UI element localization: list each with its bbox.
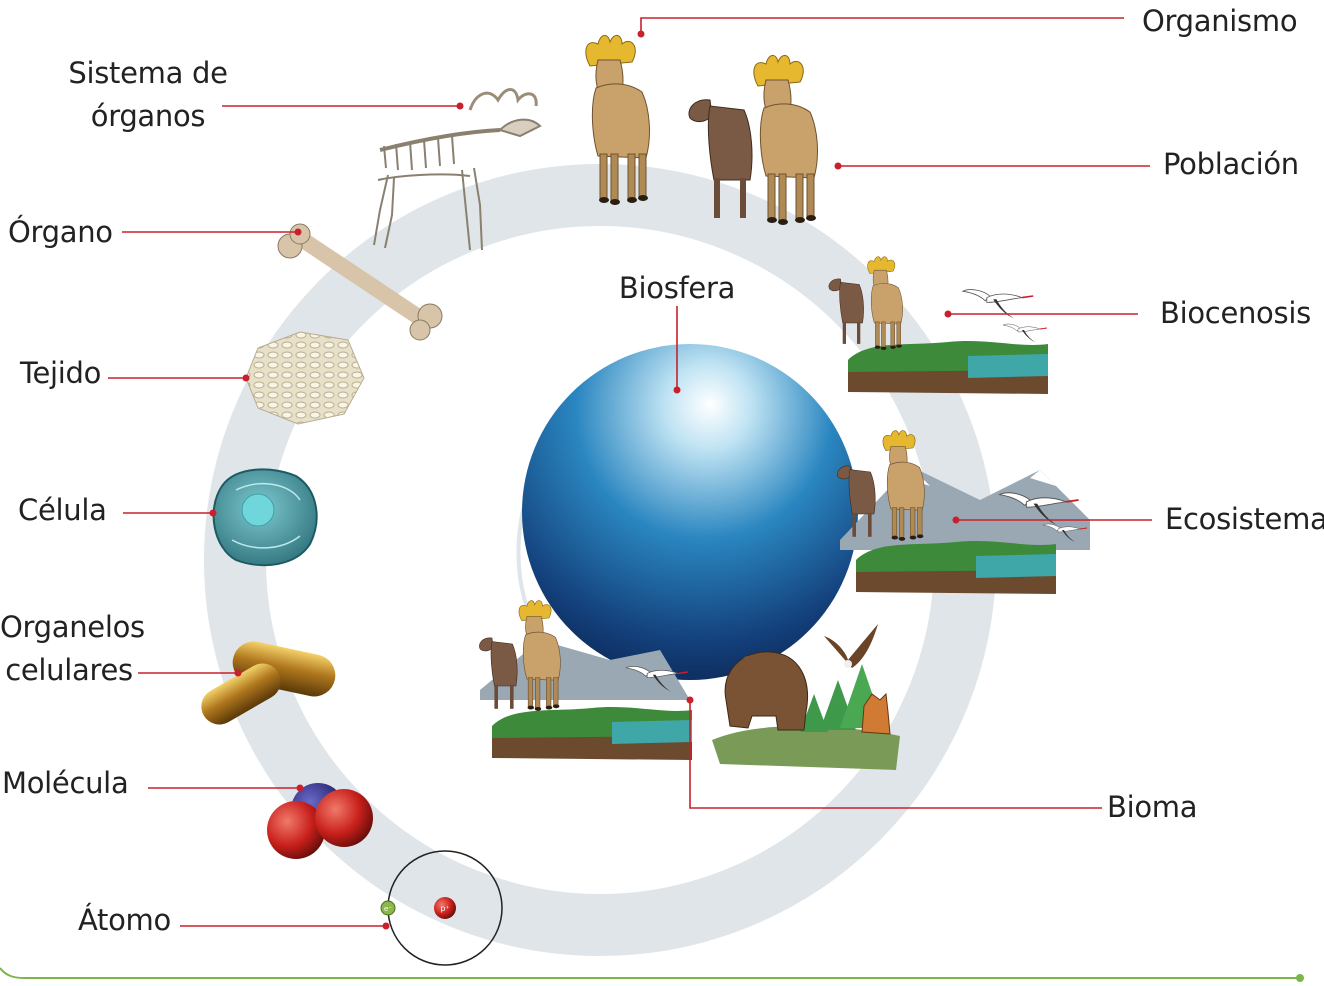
skeleton-icon <box>373 88 542 251</box>
label-bioma: Bioma <box>1107 790 1198 824</box>
footer-dot <box>1296 974 1304 982</box>
bone-icon <box>277 223 443 341</box>
label-tejido: Tejido <box>20 356 102 390</box>
fox-icon <box>861 692 891 735</box>
label-celulares: celulares <box>5 653 133 687</box>
bear-icon <box>724 651 808 731</box>
footer-line <box>0 967 1300 979</box>
tissue-icon <box>245 331 365 425</box>
label-organos: órganos <box>90 99 206 133</box>
label-celula: Célula <box>18 493 107 527</box>
eagle-icon <box>824 624 878 668</box>
label-ecosistema: Ecosistema <box>1165 502 1324 536</box>
biosphere-sphere <box>516 344 858 692</box>
proton-symbol: p⁺ <box>440 904 449 913</box>
ecosystem-scene-icon <box>837 430 1090 594</box>
label-biosfera: Biosfera <box>618 271 736 305</box>
electron-symbol: e⁻ <box>384 905 392 913</box>
leader-dots <box>209 30 960 930</box>
label-biocenosis: Biocenosis <box>1160 296 1311 330</box>
label-molecula: Molécula <box>2 766 129 800</box>
leader-lines <box>108 17 1152 927</box>
label-sistema-de: Sistema de <box>68 56 228 90</box>
biome-scene-icon <box>479 600 900 770</box>
molecule-icon <box>267 783 373 859</box>
atom-icon <box>380 850 503 966</box>
label-organo: Órgano <box>8 215 113 249</box>
label-poblacion: Población <box>1163 147 1299 181</box>
organelle-icon <box>201 641 336 725</box>
cell-icon <box>212 468 318 567</box>
label-organelos: Organelos <box>0 610 145 644</box>
label-atomo: Átomo <box>78 903 171 937</box>
label-organismo: Organismo <box>1142 4 1298 38</box>
globe-icon <box>522 344 858 680</box>
